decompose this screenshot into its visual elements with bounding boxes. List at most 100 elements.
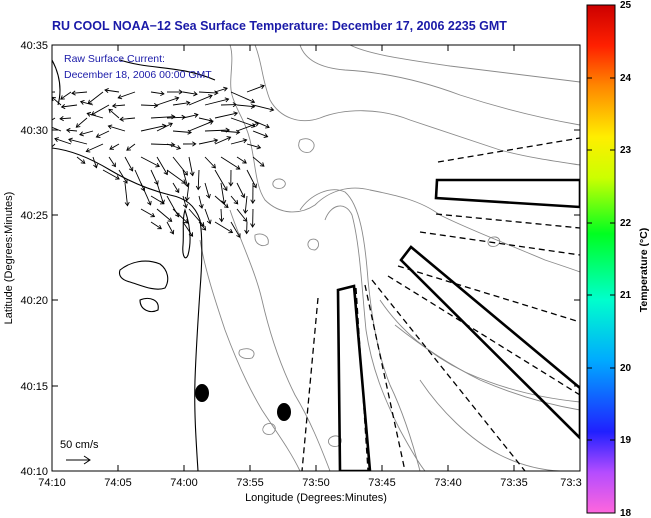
current-vector — [230, 139, 247, 145]
current-vector — [150, 169, 159, 185]
x-tick-label: 73:3 — [560, 477, 581, 489]
current-vector-head — [188, 232, 194, 237]
current-vector-head — [60, 104, 66, 110]
current-vector — [150, 143, 175, 146]
current-vector-head — [115, 175, 120, 180]
y-axis-label: Latitude (Degrees:Minutes) — [3, 192, 15, 325]
current-vector-head — [79, 131, 84, 137]
current-vector — [230, 221, 241, 238]
current-vector — [52, 126, 62, 132]
current-vector-head — [208, 94, 213, 99]
current-vector — [87, 91, 104, 104]
current-vector — [150, 195, 165, 205]
current-vector — [172, 130, 192, 133]
current-vector-head — [117, 94, 123, 100]
current-vector-head — [124, 201, 130, 207]
current-vector-head — [184, 196, 190, 202]
y-tick-label: 40:10 — [20, 466, 48, 478]
current-vector — [197, 169, 200, 190]
current-vector — [109, 143, 120, 150]
current-vector — [214, 112, 238, 119]
current-vector-head — [242, 138, 248, 144]
x-tick-label: 73:50 — [302, 477, 330, 489]
current-vector — [166, 169, 186, 184]
current-vector-head — [263, 133, 269, 138]
current-vector — [220, 156, 241, 170]
x-axis: 74:10 74:05 74:00 73:55 73:50 73:45 73:4… — [38, 45, 582, 489]
current-vector-head — [206, 219, 212, 225]
current-vector — [71, 91, 88, 94]
current-vector-head — [222, 186, 228, 192]
current-vector — [252, 156, 265, 167]
current-label-line1: Raw Surface Current: — [64, 53, 165, 65]
current-vector — [214, 87, 228, 93]
current-vector — [150, 116, 175, 119]
current-vector — [172, 102, 190, 106]
current-vector — [172, 156, 188, 176]
current-vector — [252, 130, 268, 138]
y-tick-label: 40:15 — [20, 381, 48, 393]
current-vector-head — [201, 226, 207, 231]
current-vector — [236, 208, 248, 222]
current-vector-head — [232, 102, 238, 108]
current-vector-head — [213, 138, 219, 144]
current-vector-head — [175, 188, 180, 194]
current-vector — [244, 195, 248, 214]
current-vector — [60, 117, 72, 120]
current-vector — [220, 208, 223, 222]
current-vector — [91, 104, 110, 116]
current-vector — [182, 221, 193, 237]
y-tick-label: 40:20 — [20, 295, 48, 307]
current-vector-head — [153, 103, 159, 109]
current-vector — [166, 143, 181, 149]
current-vector-head — [107, 124, 113, 130]
colorbar-gradient — [586, 4, 616, 514]
current-vector-head — [208, 120, 214, 125]
current-vector-head — [52, 96, 57, 102]
current-vector — [236, 122, 259, 132]
current-vector-head — [109, 145, 115, 150]
current-vector-head — [182, 203, 188, 209]
current-vector — [156, 97, 179, 106]
current-vectors — [39, 84, 275, 239]
current-vector-head — [160, 90, 165, 97]
current-vector-head — [219, 217, 225, 223]
colorbar: 25 24 23 22 21 20 19 18 Temperature (°C) — [586, 0, 650, 518]
current-vector-head — [228, 228, 234, 234]
current-vector-head — [181, 179, 187, 184]
current-vector-head — [39, 90, 42, 94]
current-vector — [236, 104, 255, 108]
current-vector — [54, 138, 72, 145]
current-vector-head — [65, 127, 71, 133]
current-vector — [87, 112, 104, 119]
current-vector — [204, 208, 211, 224]
current-vector-head — [265, 123, 270, 129]
plot-area: Raw Surface Current: December 18, 2006 0… — [39, 45, 580, 471]
current-vector — [156, 208, 172, 222]
map-title: RU COOL NOAA−12 Sea Surface Temperature:… — [52, 19, 507, 33]
current-vector — [182, 195, 187, 208]
x-tick-label: 74:00 — [170, 477, 198, 489]
current-vector — [246, 169, 257, 188]
current-vector-head — [254, 121, 260, 127]
current-vector — [236, 156, 247, 164]
current-vector — [52, 143, 56, 148]
current-vector — [214, 195, 229, 208]
current-vector-head — [54, 137, 59, 142]
current-vector-head — [195, 185, 201, 191]
y-tick-label: 40:30 — [20, 125, 48, 137]
colorbar-tick-label: 21 — [620, 290, 632, 301]
current-vector — [52, 117, 56, 121]
current-vector — [76, 117, 88, 128]
current-label-line2: December 18, 2006 00:00 GMT — [64, 69, 212, 81]
current-vector-head — [185, 100, 191, 106]
current-vector — [118, 91, 136, 99]
scale-arrow — [66, 455, 91, 465]
current-vector-head — [250, 103, 256, 109]
current-vector-head — [194, 112, 199, 118]
current-vector — [76, 156, 86, 164]
current-vector-head — [198, 204, 204, 209]
current-vector-head — [163, 170, 168, 176]
current-vector — [188, 208, 205, 227]
current-vector-head — [189, 171, 195, 177]
